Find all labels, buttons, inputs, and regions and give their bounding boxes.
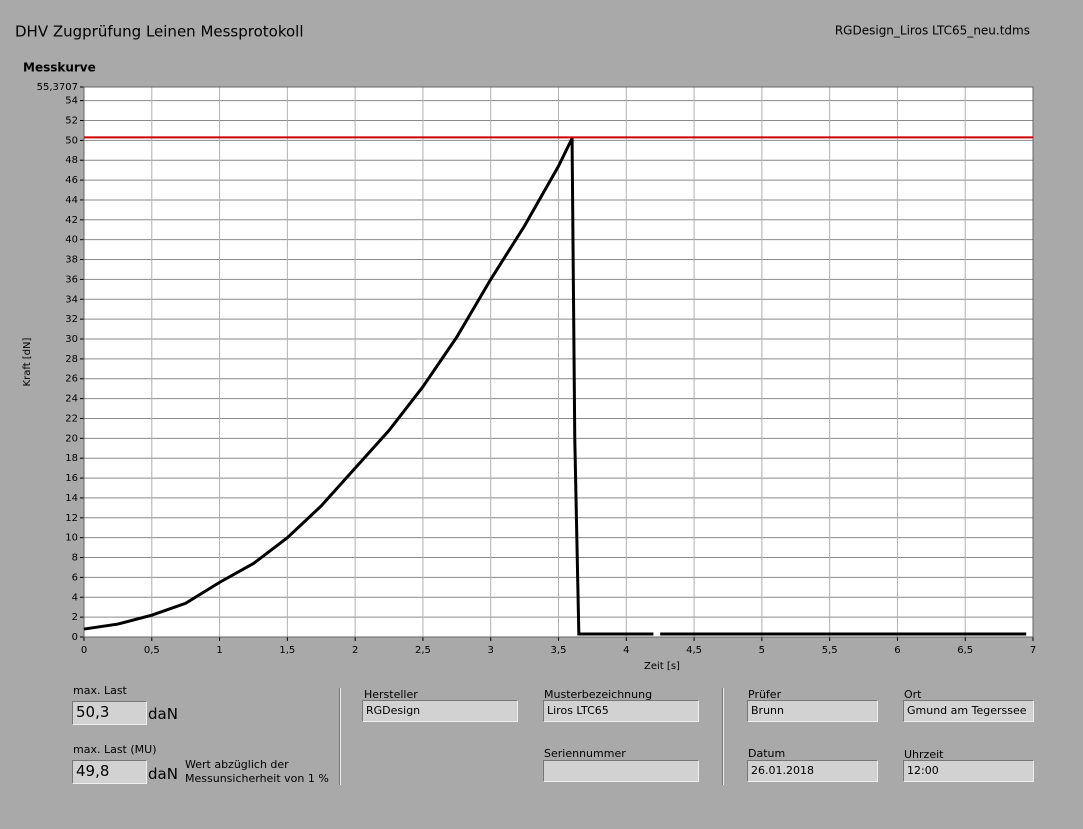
field-label: Uhrzeit [904, 748, 944, 761]
y-tick-label: 38 [65, 255, 78, 266]
y-tick-label: 28 [65, 354, 78, 365]
y-tick-label: 48 [65, 155, 78, 166]
text-field: Gmund am Tegerssee [903, 700, 1034, 722]
y-tick-label: 40 [65, 235, 78, 246]
text-field: Liros LTC65 [543, 700, 699, 722]
note: Wert abzüglich der [185, 758, 289, 771]
text-field [543, 760, 699, 782]
text-field: 26.01.2018 [747, 760, 878, 782]
x-tick-label: 0 [81, 645, 87, 656]
value-box: 50,3 [72, 701, 147, 725]
y-tick-label: 55,3707 [37, 82, 78, 93]
file-name: RGDesign_Liros LTC65_neu.tdms [835, 24, 1030, 38]
field-label: Prüfer [748, 688, 782, 701]
y-tick-label: 50 [65, 135, 78, 146]
field-label: Hersteller [364, 688, 418, 701]
x-axis-label: Zeit [s] [644, 661, 680, 672]
y-tick-label: 10 [65, 533, 78, 544]
text-field: Brunn [747, 700, 878, 722]
field-label: Seriennummer [544, 747, 626, 760]
x-tick-label: 4,5 [686, 645, 702, 656]
y-tick-label: 32 [65, 314, 78, 325]
text-field: 12:00 [903, 760, 1034, 782]
x-tick-label: 5,5 [822, 645, 838, 656]
note: Messunsicherheit von 1 % [185, 772, 329, 785]
y-tick-label: 34 [65, 294, 78, 305]
value-box: 49,8 [72, 760, 147, 784]
y-tick-label: 16 [65, 473, 78, 484]
y-tick-label: 6 [72, 572, 78, 583]
y-axis-label: Kraft [dN] [22, 337, 33, 386]
separator [339, 688, 341, 785]
y-tick-label: 26 [65, 374, 78, 385]
separator [722, 688, 724, 785]
x-tick-label: 2,5 [415, 645, 431, 656]
y-tick-label: 52 [65, 115, 78, 126]
unit: daN [148, 765, 178, 783]
x-tick-label: 0,5 [144, 645, 160, 656]
x-tick-label: 3 [488, 645, 494, 656]
y-tick-label: 54 [65, 96, 78, 107]
y-tick-label: 4 [72, 592, 78, 603]
y-tick-label: 24 [65, 394, 78, 405]
x-tick-label: 1 [216, 645, 222, 656]
unit: daN [148, 705, 178, 723]
x-tick-label: 5 [759, 645, 765, 656]
x-tick-label: 1,5 [279, 645, 295, 656]
field-label: Ort [904, 688, 922, 701]
y-tick-label: 36 [65, 274, 78, 285]
y-tick-label: 8 [72, 553, 78, 564]
y-tick-label: 18 [65, 453, 78, 464]
x-tick-label: 6 [894, 645, 900, 656]
chart-title: Messkurve [23, 61, 96, 75]
field-label: max. Last [73, 684, 127, 697]
y-tick-label: 22 [65, 413, 78, 424]
y-tick-label: 42 [65, 215, 78, 226]
plot-frame [83, 86, 1034, 638]
y-tick-label: 12 [65, 513, 78, 524]
field-label: Datum [748, 747, 786, 760]
x-tick-label: 4 [623, 645, 629, 656]
y-tick-label: 30 [65, 334, 78, 345]
field-label: max. Last (MU) [73, 743, 157, 756]
y-tick-label: 46 [65, 175, 78, 186]
y-tick-label: 14 [65, 493, 78, 504]
y-tick-label: 44 [65, 195, 78, 206]
page-title: DHV Zugprüfung Leinen Messprotokoll [15, 23, 304, 41]
x-tick-label: 2 [352, 645, 358, 656]
x-tick-label: 6,5 [957, 645, 973, 656]
y-tick-label: 20 [65, 433, 78, 444]
x-tick-label: 3,5 [551, 645, 567, 656]
series-line [83, 137, 1027, 636]
y-tick-label: 0 [72, 632, 78, 643]
x-tick-label: 7 [1030, 645, 1036, 656]
text-field: RGDesign [362, 700, 518, 722]
field-label: Musterbezeichnung [544, 688, 653, 701]
y-tick-label: 2 [72, 612, 78, 623]
